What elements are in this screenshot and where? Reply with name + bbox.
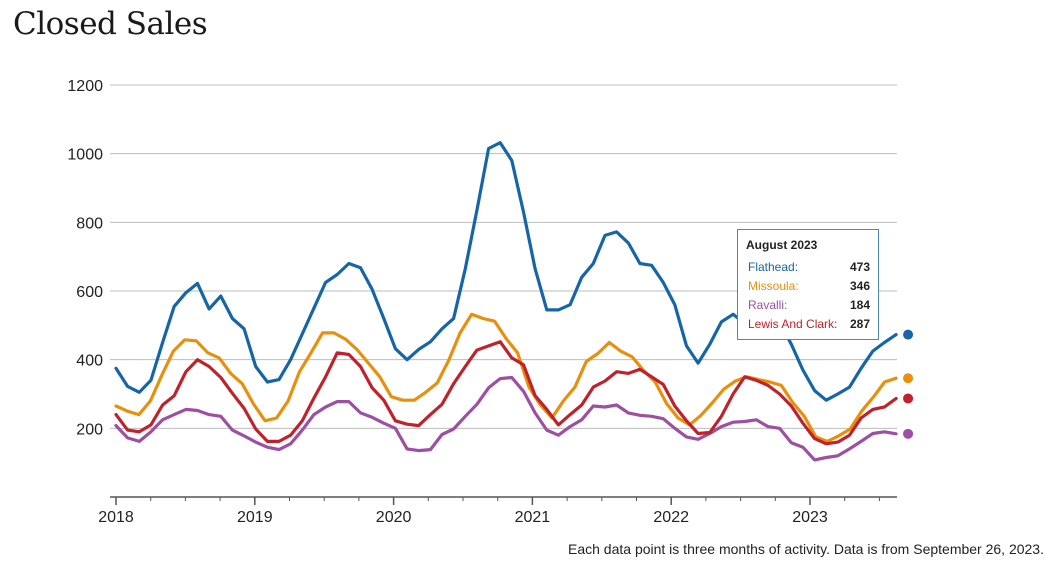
tooltip-value: 473 [849, 260, 870, 274]
gridlines [110, 84, 897, 429]
y-tick-label: 200 [76, 421, 103, 438]
y-tick-label: 800 [76, 215, 103, 232]
end-marker-missoula [903, 373, 914, 384]
y-axis-ticks: 200 400 600 800 1000 1200 [67, 78, 103, 438]
chart-title: Closed Sales [13, 6, 208, 42]
series-line-lewis-and-clark [114, 340, 898, 446]
tooltip-row-flathead: Flathead: 473 [746, 258, 870, 277]
y-tick-label: 600 [76, 284, 103, 301]
tooltip-label: Flathead: [748, 260, 799, 274]
x-tick-label: 2018 [98, 509, 134, 526]
x-tick-label: 2021 [515, 509, 551, 526]
end-marker-flathead [903, 329, 914, 340]
tooltip-header: August 2023 [746, 238, 818, 252]
tooltip-label: Lewis And Clark: [748, 317, 838, 331]
end-markers [903, 329, 914, 439]
tooltip-row-missoula: Missoula: 346 [746, 277, 870, 296]
y-tick-label: 400 [76, 353, 103, 370]
tooltip-label: Missoula: [748, 279, 799, 293]
y-tick-label: 1200 [67, 78, 103, 95]
tooltip-value: 346 [849, 279, 870, 293]
x-tick-label: 2023 [792, 509, 828, 526]
x-tick-label: 2019 [237, 509, 273, 526]
footnote: Each data point is three months of activ… [568, 541, 1044, 557]
x-axis: 2018 2019 2020 2021 2022 2023 [98, 496, 897, 526]
series-line-missoula [114, 312, 898, 443]
tooltip-row-ravalli: Ravalli: 184 [746, 296, 870, 315]
end-marker-ravalli [903, 428, 914, 439]
y-tick-label: 1000 [67, 147, 103, 164]
x-tick-label: 2022 [653, 509, 689, 526]
series-line-ravalli [114, 375, 898, 462]
hover-tooltip: August 2023 Flathead: 473 Missoula: 346 … [737, 229, 879, 340]
x-tick-label: 2020 [376, 509, 412, 526]
tooltip-label: Ravalli: [748, 298, 788, 312]
tooltip-value: 184 [849, 298, 870, 312]
end-marker-lewis-and-clark [903, 393, 914, 404]
tooltip-row-lewis-and-clark: Lewis And Clark: 287 [746, 315, 870, 334]
tooltip-value: 287 [849, 317, 870, 331]
